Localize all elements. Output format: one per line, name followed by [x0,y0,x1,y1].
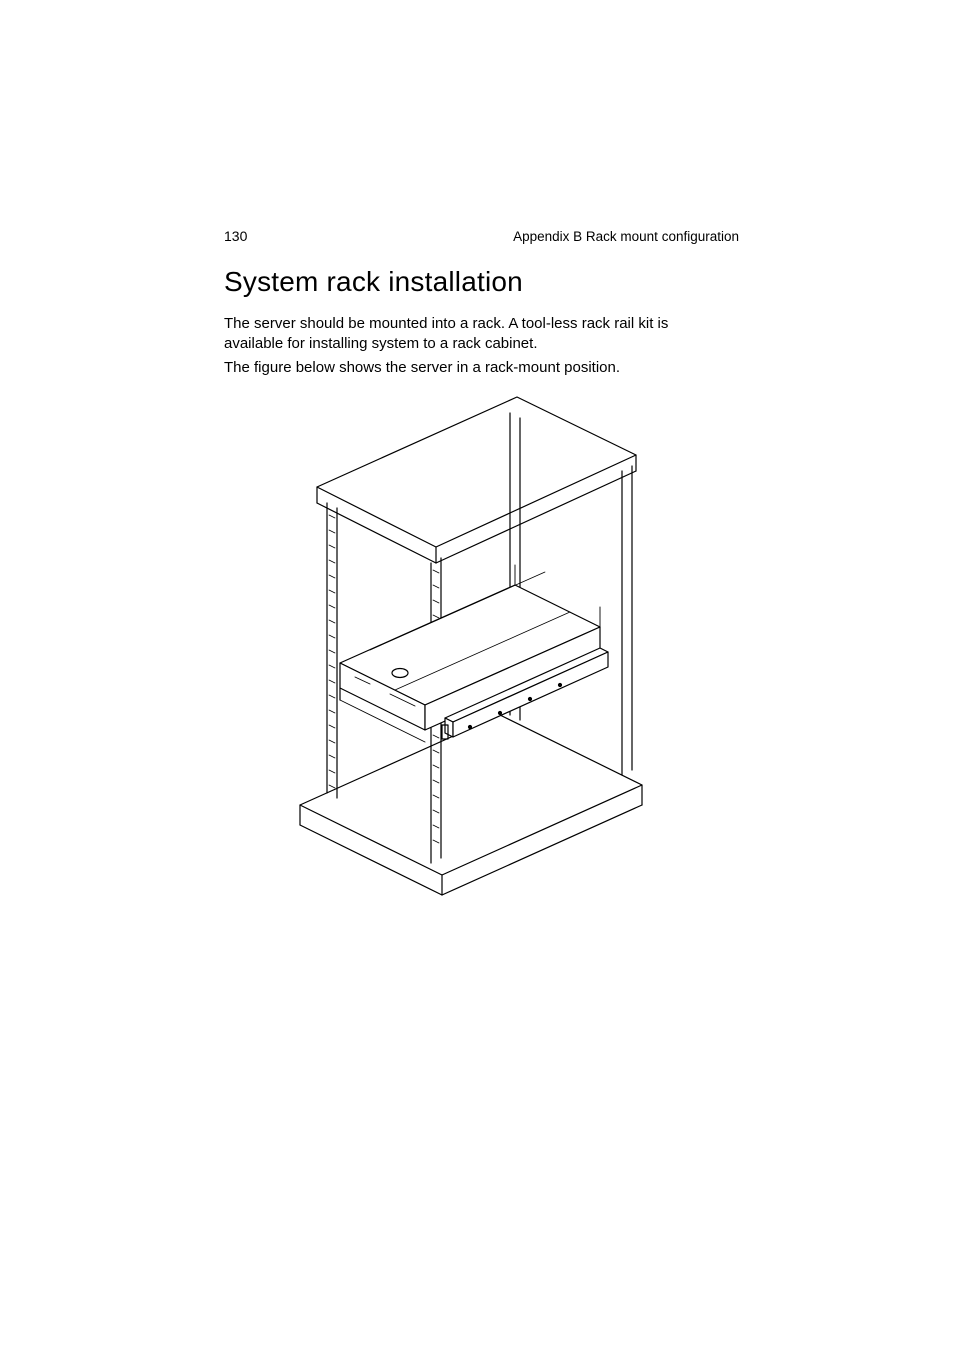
running-head: Appendix B Rack mount configuration [513,229,739,244]
paragraph-2: The figure below shows the server in a r… [224,358,724,378]
section-title: System rack installation [224,266,523,298]
page: 130 Appendix B Rack mount configuration … [0,0,954,1350]
paragraph-1: The server should be mounted into a rack… [224,314,724,355]
rack-figure [270,385,670,905]
page-number: 130 [224,228,247,244]
page-header: 130 Appendix B Rack mount configuration [224,228,739,244]
